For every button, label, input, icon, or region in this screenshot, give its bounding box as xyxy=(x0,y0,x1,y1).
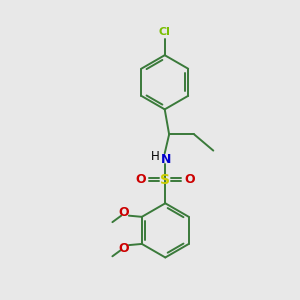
Text: O: O xyxy=(118,206,129,219)
Text: O: O xyxy=(135,173,146,186)
Text: H: H xyxy=(151,150,160,163)
Text: Cl: Cl xyxy=(159,27,171,37)
Text: S: S xyxy=(160,173,170,187)
Text: O: O xyxy=(118,242,129,255)
Text: O: O xyxy=(185,173,195,186)
Text: N: N xyxy=(161,153,171,166)
